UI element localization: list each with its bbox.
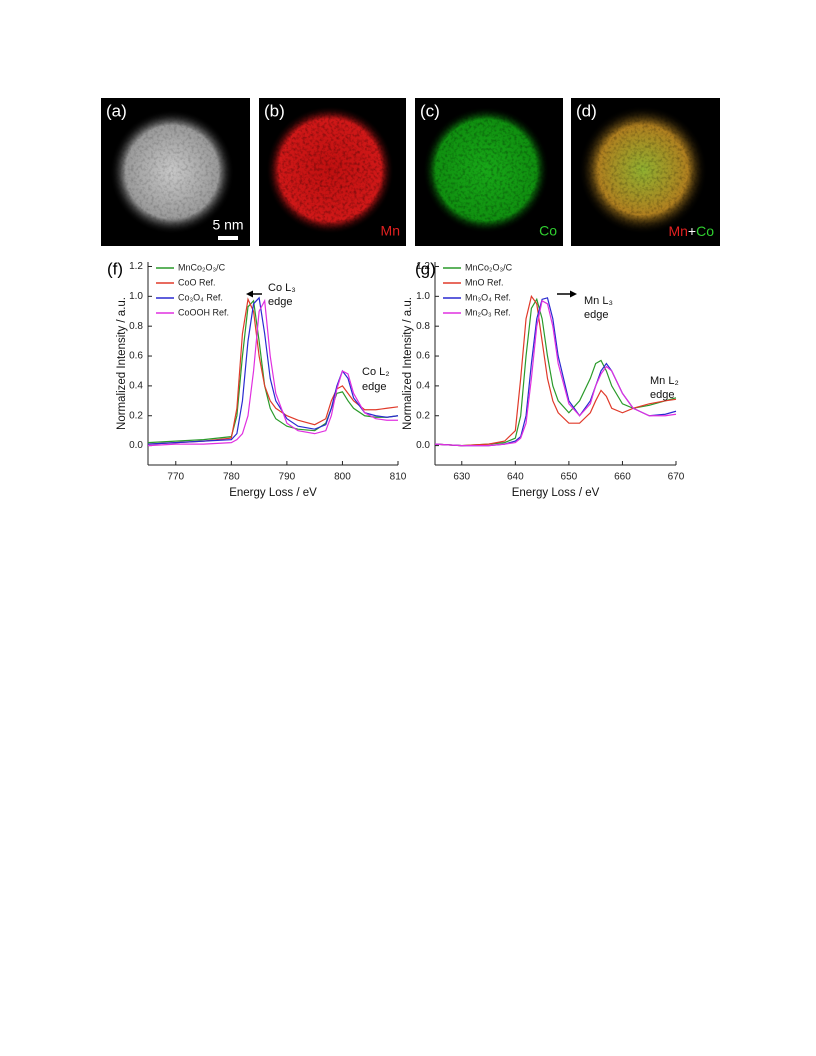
y-tick-label: 1.2 (416, 261, 430, 272)
y-tick-label: 1.2 (129, 261, 143, 272)
chart: 0.0 0.2 0.4 0.6 0.8 1.0 1.2 630 640 650 660 670 Ener… (402, 259, 685, 499)
x-tick-label: 670 (668, 472, 685, 483)
panel-label: (a) (106, 101, 127, 120)
scale-bar (218, 236, 238, 240)
y-tick-label: 0.4 (416, 381, 430, 392)
plot-area (435, 262, 676, 465)
panel-c: (c) Co (415, 98, 563, 246)
legend-label: Co₃O₄ Ref. (178, 292, 223, 302)
annotation: Mn L₂ (650, 375, 679, 387)
y-tick-label: 0.2 (129, 410, 143, 421)
series-line (434, 297, 677, 447)
x-tick-label: 790 (279, 472, 296, 483)
annotation: edge (584, 309, 608, 321)
y-tick-label: 0.4 (129, 381, 143, 392)
panel-label: (b) (264, 101, 285, 120)
legend-label: CoOOH Ref. (178, 307, 229, 317)
panel-b: (b) Mn (259, 98, 406, 246)
y-tick-label: 0.6 (129, 351, 143, 362)
y-tick-label: 1.0 (129, 291, 143, 302)
y-axis-label: Normalized Intensity / a.u. (116, 297, 128, 430)
panel-d: (d) Mn+Co (571, 98, 720, 246)
y-tick-label: 0.0 (129, 440, 143, 451)
panel-label: (c) (420, 101, 440, 120)
x-tick-label: 800 (334, 472, 351, 483)
plot-area (148, 262, 398, 465)
panel-a: (a) 5 nm (101, 98, 250, 246)
x-axis-label: Energy Loss / eV (229, 487, 317, 499)
x-tick-label: 640 (507, 472, 524, 483)
annotation: edge (362, 381, 386, 393)
annotation: edge (650, 389, 674, 401)
caption: Co (539, 223, 557, 239)
legend-label: Mn₃O₄ Ref. (465, 292, 511, 302)
annotation: edge (268, 296, 292, 308)
caption-part: Mn (668, 223, 687, 239)
texture (583, 110, 703, 230)
caption-part: + (688, 223, 696, 239)
y-axis-label: Normalized Intensity / a.u. (402, 297, 414, 430)
series-line (147, 297, 399, 445)
legend: MnCo₂O₃/C MnO Ref. Mn₃O₄ Ref. Mn₂O₃ Ref. (443, 262, 513, 317)
series-line (147, 296, 399, 445)
scale-bar-label: 5 nm (212, 217, 243, 233)
x-tick-label: 650 (561, 472, 578, 483)
caption: Mn (381, 223, 400, 239)
x-tick-label: 660 (614, 472, 631, 483)
texture (114, 114, 230, 230)
x-tick-label: 780 (223, 472, 240, 483)
y-tick-label: 0.6 (416, 351, 430, 362)
panel-label: (f) (107, 259, 123, 278)
x-tick-label: 810 (390, 472, 407, 483)
legend-label: Mn₂O₃ Ref. (465, 307, 511, 317)
annotation: Co L₃ (268, 282, 296, 294)
series-line (147, 299, 399, 444)
annotation: Co L₂ (362, 366, 390, 378)
y-tick-label: 0.8 (416, 321, 430, 332)
annotation: Mn L₃ (584, 295, 613, 307)
texture (426, 110, 546, 230)
series-line (434, 299, 677, 447)
x-axis-label: Energy Loss / eV (512, 487, 600, 499)
series-line (147, 298, 398, 447)
legend-label: MnCo₂O₃/C (178, 262, 226, 272)
caption: Mn+Co (668, 223, 714, 239)
series-line (434, 294, 677, 447)
legend-label: CoO Ref. (178, 277, 216, 287)
chart: 0.0 0.2 0.4 0.6 0.8 1.0 1.2 770 780 790 800 810 Ener… (107, 259, 407, 499)
y-tick-label: 0.2 (416, 410, 430, 421)
legend: MnCo₂O₃/C CoO Ref. Co₃O₄ Ref. CoOOH Ref. (156, 262, 229, 317)
x-tick-label: 630 (453, 472, 470, 483)
texture (270, 110, 390, 230)
shift-arrowhead (246, 290, 253, 298)
legend-label: MnCo₂O₃/C (465, 262, 513, 272)
y-tick-label: 1.0 (416, 291, 430, 302)
y-tick-label: 0.0 (416, 440, 430, 451)
x-tick-label: 770 (167, 472, 184, 483)
shift-arrowhead (570, 290, 577, 298)
caption-part: Co (696, 223, 714, 239)
legend-label: MnO Ref. (465, 277, 504, 287)
panel-label: (g) (415, 259, 436, 278)
y-tick-label: 0.8 (129, 321, 143, 332)
panel-label: (d) (576, 101, 597, 120)
